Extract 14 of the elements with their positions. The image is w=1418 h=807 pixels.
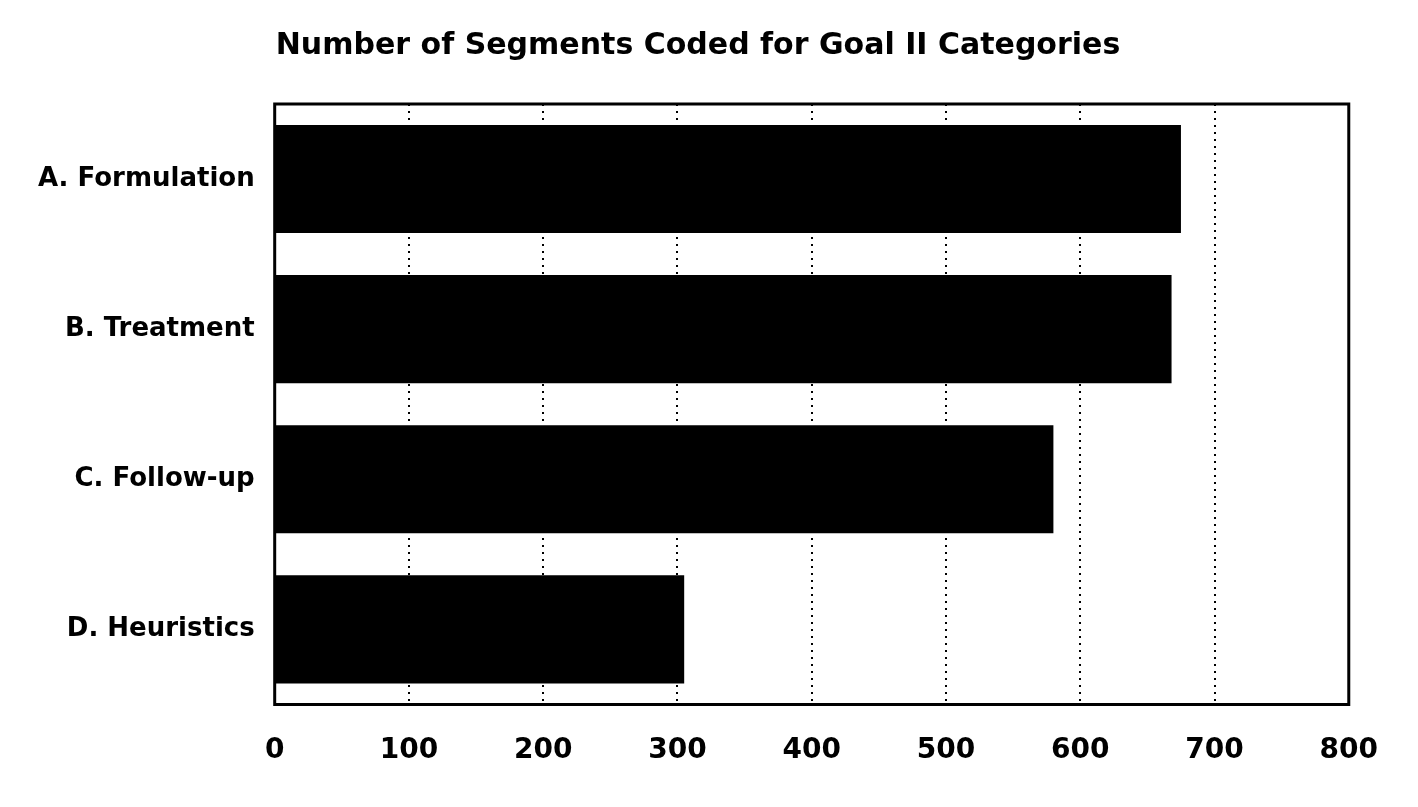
x-tick-label: 400	[782, 732, 841, 766]
x-tick-label: 100	[379, 732, 439, 766]
chart-title: Number of Segments Coded for Goal II Categories	[275, 25, 1121, 61]
x-tick-label: 700	[1185, 732, 1244, 766]
x-tick-label: 200	[513, 732, 573, 766]
x-tick-label: 300	[648, 732, 707, 766]
x-tick-label: 600	[1051, 732, 1110, 766]
y-tick-label: C. Follow-up	[74, 462, 255, 492]
y-tick-label: B. Treatment	[64, 311, 255, 342]
y-tick-label: D. Heuristics	[66, 612, 255, 643]
x-tick-label: 500	[916, 732, 976, 766]
x-tick-label: 800	[1319, 732, 1378, 766]
y-tick-label: A. Formulation	[37, 161, 255, 192]
x-tick-label: 0	[264, 732, 285, 766]
